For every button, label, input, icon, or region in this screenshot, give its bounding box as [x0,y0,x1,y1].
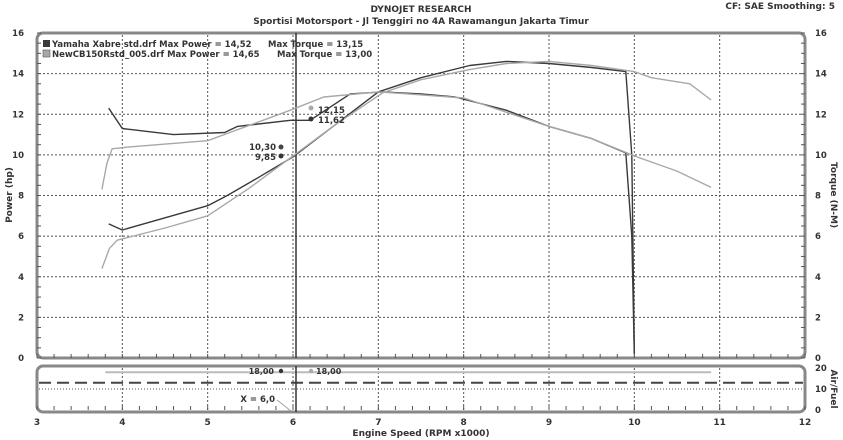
afr-tick-label: 20 [815,364,827,374]
afr-cursor-value-run1: 18,00 [249,367,275,376]
y2-tick-label: 8 [815,192,821,202]
x-tick-label: 6 [290,418,296,428]
y-tick-label: 2 [18,313,24,323]
y-tick-label: 16 [12,29,24,39]
y-tick-label: 0 [18,354,24,364]
x-tick-label: 4 [119,418,125,428]
legend-swatch-run1 [43,40,50,47]
axis-ticks [36,32,806,410]
legend-run2-torque: Max Torque = 13,00 [277,50,372,60]
y2-tick-label: 4 [815,273,821,283]
cursor-marker [278,368,284,374]
y-tick-label: 10 [12,151,24,161]
cursor-marker [278,153,284,159]
legend-run1: Yamaha Xabre std.drf Max Power = 14,52 [51,40,252,50]
legend-run2: NewCB150Rstd_005.drf Max Power = 14,65 [52,50,260,60]
y2-tick-label: 14 [815,70,827,80]
series-lines [39,33,803,412]
cursor-x-label: X = 6,0 [240,395,275,405]
chart-title: DYNOJET RESEARCH [370,5,471,15]
y-tick-label: 12 [12,110,24,120]
series-newcb150r-power-hp- [101,60,712,269]
cursor-marker [278,144,284,150]
y2-tick-label: 2 [815,313,821,323]
x-axis-label: Engine Speed (RPM x1000) [352,429,489,439]
y2-tick-label: 0 [815,354,821,364]
x-tick-label: 7 [375,418,381,428]
cursor-value-9-85: 9,85 [255,153,276,163]
cursor-pointer [276,399,292,412]
cursor-value-11-62: 11,62 [318,116,345,126]
y-tick-label: 14 [12,70,24,80]
y2-tick-label: 6 [815,232,821,242]
grid [39,35,803,410]
y-tick-label: 6 [18,232,24,242]
cursor-marker [308,105,314,111]
cursor-value-12-15: 12,15 [318,106,345,116]
x-tick-label: 8 [461,418,467,428]
x-tick-label: 12 [799,418,812,428]
settings-label: CF: SAE Smoothing: 5 [725,2,835,12]
afr-cursor-value-run2: 18,00 [316,367,342,376]
cursor-marker [308,368,314,374]
chart-subtitle: Sportisi Motorsport - Jl Tenggiri no 4A … [253,17,589,27]
y-tick-label: 4 [18,273,24,283]
y-tick-label: 8 [18,192,24,202]
afr-tick-label: 10 [815,385,827,395]
y2-tick-label: 16 [815,29,827,39]
x-tick-label: 11 [713,418,726,428]
legend-run1-torque: Max Torque = 13,15 [268,40,363,50]
x-tick-label: 9 [546,418,552,428]
x-tick-label: 5 [205,418,211,428]
y2-tick-label: 10 [815,151,827,161]
x-tick-label: 10 [628,418,641,428]
y2-axis-label: Torque (N-M) [828,162,838,228]
afr-axis-label: Air/Fuel [828,369,838,408]
cursor-marker [308,116,314,122]
series-newcb150r-torque-n-m- [101,91,712,190]
legend-swatch-run2 [42,49,51,58]
cursor-value-10-30: 10,30 [249,143,276,153]
y-axis-label: Power (hp) [5,167,15,223]
afr-tick-label: 0 [815,406,821,416]
x-tick-label: 3 [34,418,40,428]
y2-tick-label: 12 [815,110,827,120]
